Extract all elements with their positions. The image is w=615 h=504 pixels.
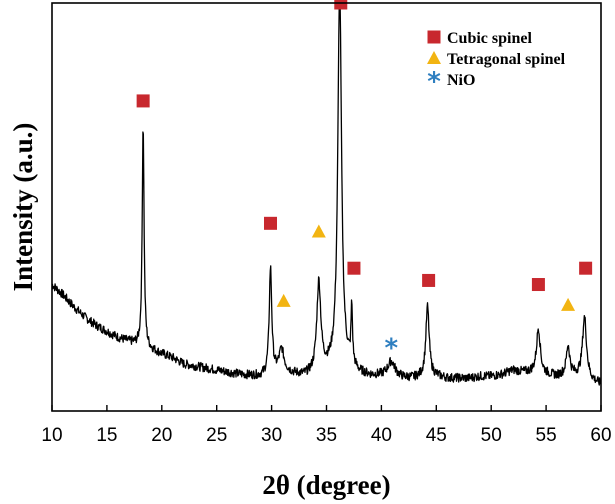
x-tick-label: 25 xyxy=(206,425,227,446)
x-tick-label: 35 xyxy=(316,425,337,446)
y-axis-title: Intensity (a.u.) xyxy=(8,123,38,292)
xrd-pattern-line xyxy=(52,3,601,386)
legend-cubic-spinel-icon xyxy=(427,30,441,44)
nio-marker: * xyxy=(384,334,398,364)
legend-label: Tetragonal spinel xyxy=(447,51,566,68)
cubic-spinel-marker xyxy=(579,261,593,275)
cubic-spinel-marker xyxy=(334,0,348,10)
x-tick-label: 20 xyxy=(151,425,172,446)
cubic-spinel-marker xyxy=(347,261,361,275)
x-tick-label: 40 xyxy=(371,425,392,446)
x-tick-label: 60 xyxy=(590,425,611,446)
tetragonal-spinel-marker xyxy=(311,224,326,238)
x-axis-title: 2θ (degree) xyxy=(262,470,390,500)
legend-label: Cubic spinel xyxy=(447,30,532,47)
cubic-spinel-marker xyxy=(136,94,150,108)
tetragonal-spinel-marker xyxy=(276,293,291,307)
x-tick-label: 50 xyxy=(481,425,502,446)
x-tick-label: 30 xyxy=(261,425,282,446)
legend-tetragonal-spinel-icon xyxy=(427,51,441,64)
x-tick-label: 45 xyxy=(426,425,447,446)
cubic-spinel-marker xyxy=(531,278,545,292)
cubic-spinel-marker xyxy=(422,273,436,287)
legend: Cubic spinel Tetragonal spinel * NiO xyxy=(427,30,566,97)
x-tick-label: 55 xyxy=(536,425,557,446)
x-tick-label: 15 xyxy=(96,425,117,446)
legend-nio-icon: * xyxy=(427,67,441,97)
tetragonal-spinel-marker xyxy=(561,297,576,311)
legend-label: NiO xyxy=(447,72,475,89)
x-tick-label: 10 xyxy=(41,425,62,446)
cubic-spinel-marker xyxy=(264,216,278,230)
